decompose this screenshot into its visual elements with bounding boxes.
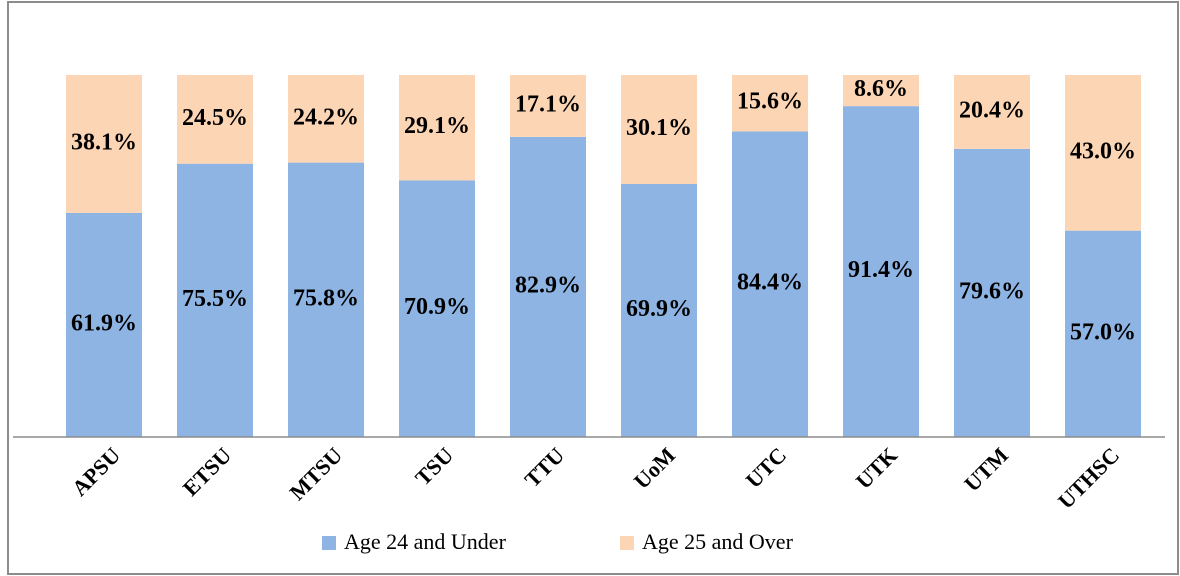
data-label: 8.6% [854, 76, 908, 102]
data-label: 79.6% [959, 278, 1025, 304]
bar-segment [954, 148, 1030, 437]
data-label: 57.0% [1070, 319, 1136, 345]
data-label: 43.0% [1070, 138, 1136, 164]
bar-segment [621, 183, 697, 437]
bar-segment [621, 75, 697, 184]
bar-segment [732, 131, 808, 438]
bar-segment [399, 75, 475, 181]
data-label: 84.4% [737, 270, 803, 296]
data-label: 30.1% [626, 115, 692, 141]
bar-segment [399, 180, 475, 438]
data-label: 17.1% [515, 91, 581, 117]
legend-label: Age 24 and Under [344, 529, 507, 554]
data-label: 61.9% [71, 310, 137, 336]
bar-segment [177, 75, 253, 164]
bar-segment [843, 75, 919, 107]
legend-swatch [322, 536, 336, 550]
bar-segment [732, 75, 808, 132]
data-label: 70.9% [404, 294, 470, 320]
bar-segment [288, 75, 364, 163]
bar-segment [1065, 230, 1141, 437]
bar-segment [510, 75, 586, 137]
bar-segment [510, 136, 586, 438]
bar-segment [954, 75, 1030, 149]
data-label: 82.9% [515, 272, 581, 298]
legend-label: Age 25 and Over [642, 529, 794, 554]
data-label: 29.1% [404, 113, 470, 139]
data-label: 38.1% [71, 129, 137, 155]
data-label: 69.9% [626, 296, 692, 322]
data-label: 91.4% [848, 257, 914, 283]
legend-swatch [620, 536, 634, 550]
bar-segment [66, 75, 142, 213]
data-label: 75.8% [293, 285, 359, 311]
bar-segment [843, 106, 919, 437]
data-label: 24.2% [293, 104, 359, 130]
bar-segment [1065, 75, 1141, 231]
data-label: 20.4% [959, 97, 1025, 123]
data-label: 75.5% [182, 286, 248, 312]
bar-segment [177, 163, 253, 437]
data-label: 24.5% [182, 105, 248, 131]
bar-segment [288, 162, 364, 437]
data-label: 15.6% [737, 89, 803, 115]
bar-segment [66, 212, 142, 437]
